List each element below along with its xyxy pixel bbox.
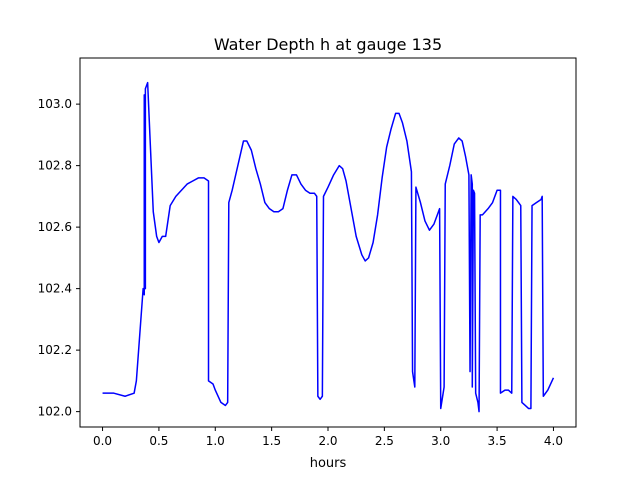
x-axis-label: hours: [310, 456, 347, 471]
y-tick-label: 102.2: [38, 343, 72, 357]
x-tick-label: 3.0: [431, 434, 450, 448]
y-axis: 102.0 102.2 102.4 102.6 102.8 103.0: [38, 97, 80, 419]
plot-frame: [79, 57, 577, 428]
y-tick-label: 102.0: [38, 405, 72, 419]
x-tick-label: 1.0: [206, 434, 225, 448]
x-tick-label: 0.5: [149, 434, 168, 448]
series-line: [102, 81, 555, 413]
x-tick-label: 2.5: [375, 434, 394, 448]
x-axis: 0.0 0.5 1.0 1.5 2.0 2.5 3.0 3.5 4.0: [93, 427, 563, 448]
x-tick-label: 2.0: [318, 434, 337, 448]
chart-title: Water Depth h at gauge 135: [214, 35, 442, 54]
y-tick-label: 102.4: [38, 282, 72, 296]
x-tick-label: 0.0: [93, 434, 112, 448]
series-layer: [102, 81, 555, 413]
x-tick-label: 1.5: [262, 434, 281, 448]
x-tick-label: 4.0: [544, 434, 563, 448]
y-tick-label: 102.8: [38, 159, 72, 173]
y-tick-label: 102.6: [38, 220, 72, 234]
y-tick-label: 103.0: [38, 97, 72, 111]
x-tick-label: 3.5: [488, 434, 507, 448]
